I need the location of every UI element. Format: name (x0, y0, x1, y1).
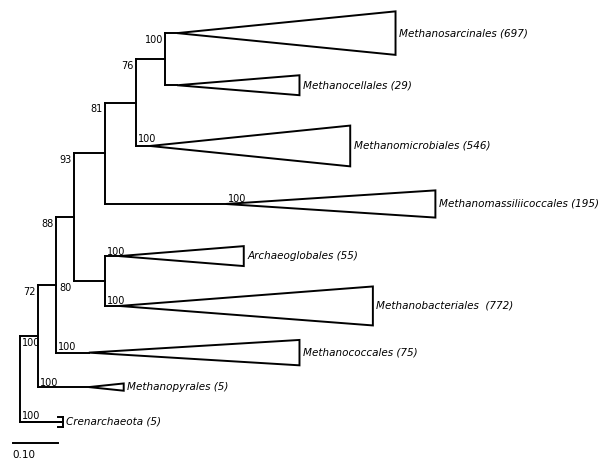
Text: 88: 88 (41, 219, 53, 229)
Text: 100: 100 (40, 378, 58, 388)
Text: 72: 72 (23, 287, 35, 297)
Text: Crenarchaeota (5): Crenarchaeota (5) (66, 417, 161, 426)
Text: 100: 100 (22, 338, 40, 348)
Text: 100: 100 (107, 296, 125, 307)
Text: Archaeoglobales (55): Archaeoglobales (55) (247, 251, 358, 261)
Text: Methanomassiliicoccales (195): Methanomassiliicoccales (195) (439, 199, 599, 209)
Text: 0.10: 0.10 (13, 449, 36, 460)
Text: 76: 76 (121, 61, 134, 71)
Text: 81: 81 (90, 104, 103, 114)
Text: 100: 100 (145, 35, 163, 45)
Text: 100: 100 (228, 195, 246, 204)
Text: Methanocellales (29): Methanocellales (29) (303, 80, 412, 90)
Text: Methanosarcinales (697): Methanosarcinales (697) (399, 28, 528, 38)
Text: 80: 80 (59, 283, 71, 293)
Text: 93: 93 (59, 155, 71, 165)
Text: 100: 100 (22, 411, 40, 421)
Text: Methanobacteriales  (772): Methanobacteriales (772) (376, 301, 514, 311)
Text: 100: 100 (107, 247, 125, 257)
Text: Methanopyrales (5): Methanopyrales (5) (127, 382, 229, 392)
Text: 100: 100 (138, 134, 157, 144)
Text: 100: 100 (58, 342, 76, 352)
Text: Methanococcales (75): Methanococcales (75) (303, 348, 418, 358)
Text: Methanomicrobiales (546): Methanomicrobiales (546) (354, 141, 490, 151)
